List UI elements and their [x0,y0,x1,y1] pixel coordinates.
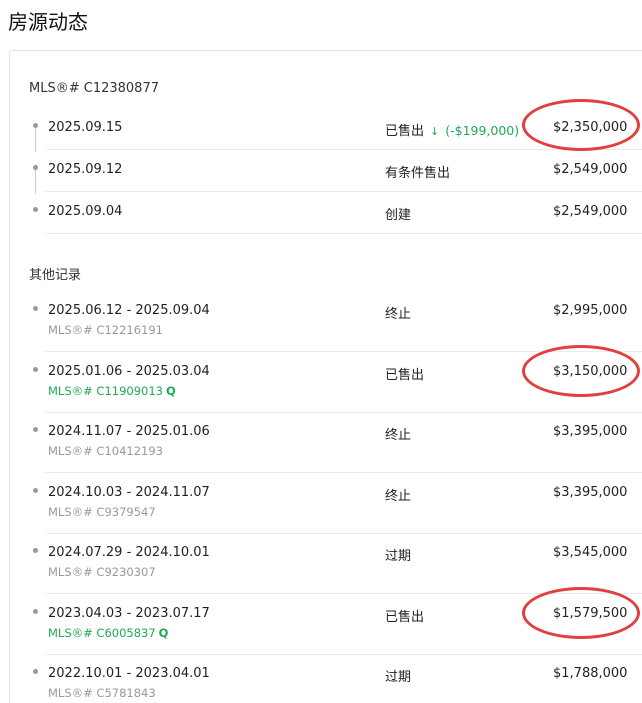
timeline-event-row: 2025.09.04 创建 $2,549,000 [33,192,642,234]
record-mls-number: MLS®# C9379547 [48,505,156,519]
record-dates: 2025.01.06 - 2025.03.04 [48,363,210,379]
history-record-row: 2022.10.01 - 2023.04.01 MLS®# C5781843 过期 $… [33,655,642,703]
event-date: 2025.09.15 [48,120,123,135]
record-mls-number[interactable]: MLS®# C11909013 Q [48,384,176,398]
history-record-row: 2024.11.07 - 2025.01.06 MLS®# C10412193 终止… [33,413,642,473]
status-text: 创建 [385,208,412,223]
mls-text: MLS®# C12216191 [48,323,163,337]
record-price: $2,995,000 [553,303,628,318]
timeline-line [35,128,36,152]
event-status: 创建 [385,204,411,223]
history-record-row: 2023.04.03 - 2023.07.17 MLS®# C6005837 Q 已售… [33,595,642,655]
event-price: $2,350,000 [553,120,628,135]
record-price: $3,150,000 [553,363,628,379]
mls-text: MLS®# C9379547 [48,504,156,519]
record-dates: 2024.07.29 - 2024.10.01 [48,545,210,560]
bullet-dot [33,207,38,212]
history-record-row: 2025.06.12 - 2025.09.04 MLS®# C12216191 终止… [33,292,642,352]
bullet-dot [33,306,38,311]
page-title: 房源动态 [8,10,88,34]
timeline-event-row: 2025.09.12 有条件售出 $2,549,000 [33,150,642,192]
record-mls-number[interactable]: MLS®# C6005837 Q [48,626,168,640]
other-records-label: 其他记录 [29,268,82,283]
bullet-dot [33,366,38,372]
history-record-row: 2024.07.29 - 2024.10.01 MLS®# C9230307 过期 $… [33,534,642,594]
arrow-down-icon: ↓ [430,125,440,138]
mls-text: MLS®# C5781843 [48,686,156,700]
event-status: 有条件售出 [385,162,450,181]
record-mls-number: MLS®# C10412193 [48,444,163,458]
bullet-dot [33,548,38,553]
record-dates: 2023.04.03 - 2023.07.17 [48,605,210,621]
event-date: 2025.09.04 [48,204,123,219]
current-mls-label: MLS®# C12380877 [29,81,159,96]
mls-text: MLS®# C9230307 [48,565,156,579]
record-price: $1,788,000 [553,666,628,681]
record-price: $3,545,000 [553,545,628,560]
event-date: 2025.09.12 [48,162,123,177]
record-status: 终止 [385,307,412,322]
record-dates: 2025.06.12 - 2025.09.04 [48,303,210,318]
status-text: 有条件售出 [385,166,451,181]
price-change: (-$199,000) [445,123,520,138]
event-status: 已售出 ↓ (-$199,000) [385,120,519,139]
history-record-row: 2024.10.03 - 2024.11.07 MLS®# C9379547 终止 $… [33,474,642,534]
bullet-dot [33,165,38,170]
timeline-event-row: 2025.09.15 已售出 ↓ (-$199,000) $2,350,000 [33,108,642,150]
record-mls-number: MLS®# C9230307 [48,565,156,579]
bullet-dot [33,427,38,432]
record-status: 已售出 [385,609,425,625]
bullet-dot [33,487,38,493]
bullet-dot [33,123,38,128]
search-icon[interactable]: Q [165,383,176,398]
record-status: 终止 [385,428,412,443]
bullet-dot [33,669,38,674]
record-price: $3,395,000 [553,484,628,500]
bullet-dot [33,608,38,614]
event-price: $2,549,000 [553,162,628,177]
record-dates: 2022.10.01 - 2023.04.01 [48,666,210,681]
record-mls-number: MLS®# C12216191 [48,323,163,337]
record-status: 已售出 [385,367,425,383]
mls-text[interactable]: MLS®# C6005837 [48,625,156,640]
record-status: 过期 [385,549,412,564]
record-status: 终止 [385,488,412,504]
event-price: $2,549,000 [553,204,628,219]
search-icon[interactable]: Q [158,625,169,640]
mls-text: MLS®# C10412193 [48,444,163,458]
mls-text[interactable]: MLS®# C11909013 [48,383,163,398]
record-dates: 2024.10.03 - 2024.11.07 [48,484,210,500]
timeline-line [35,170,36,194]
record-price: $1,579,500 [553,605,628,621]
record-price: $3,395,000 [553,424,628,439]
record-dates: 2024.11.07 - 2025.01.06 [48,424,210,439]
record-status: 过期 [385,670,412,685]
record-mls-number: MLS®# C5781843 [48,686,156,700]
status-text: 已售出 [385,124,425,139]
history-record-row: 2025.01.06 - 2025.03.04 MLS®# C11909013 Q 已… [33,353,642,413]
listing-history-card [9,50,642,703]
